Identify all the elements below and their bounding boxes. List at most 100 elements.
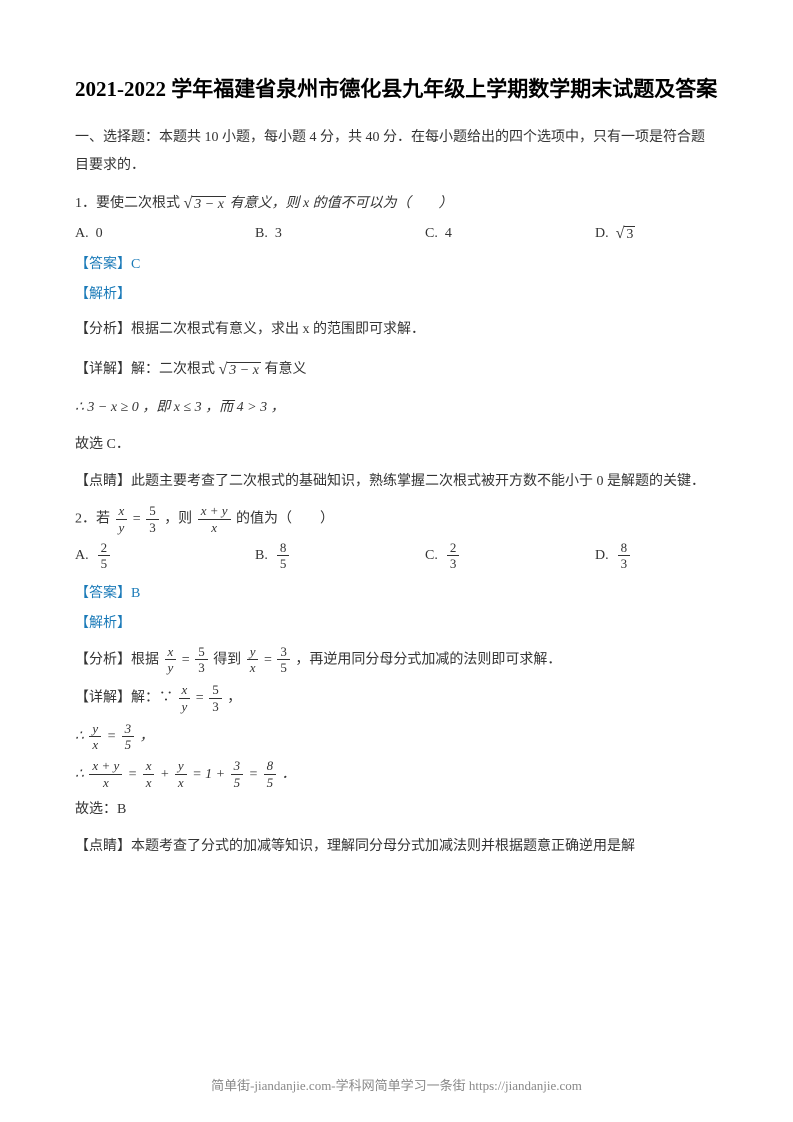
frac-num: 5	[209, 682, 222, 699]
frac-num: x	[165, 644, 177, 661]
frac-num: 8	[277, 540, 290, 557]
frac-den: x	[89, 737, 101, 753]
opt-label: D.	[595, 226, 609, 242]
frac-num: y	[89, 721, 101, 738]
frac-den: 3	[146, 520, 159, 536]
fraction: 3 5	[277, 644, 290, 676]
frac-den: 5	[264, 775, 277, 791]
frac-num: 3	[231, 758, 244, 775]
sqrt-expr: √3 − x	[219, 352, 261, 387]
a-suffix: ，再逆用同分母分式加减的法则即可求解．	[295, 652, 561, 667]
frac-num: 5	[195, 644, 208, 661]
answer-label: 【答案】	[75, 257, 131, 272]
s2-suffix: ．	[282, 767, 296, 782]
q1-option-b: B. 3	[255, 225, 425, 243]
q1-answer: 【答案】C	[75, 253, 718, 273]
frac-den: x	[175, 775, 187, 791]
q2-prefix: 2．若	[75, 512, 114, 527]
eq: =	[182, 652, 193, 667]
q1-comment: 【点睛】此题主要考查了二次根式的基础知识，熟练掌握二次根式被开方数不能小于 0 …	[75, 467, 718, 498]
sqrt-symbol: √	[219, 361, 228, 378]
question-2-stem: 2．若 x y = 5 3 ，则 x + y x 的值为（ ）	[75, 503, 718, 535]
question-1-stem: 1．要使二次根式 √3 − x 有意义，则 x 的值不可以为（ ）	[75, 186, 718, 221]
eq: =	[107, 729, 120, 744]
opt-label: C.	[425, 226, 438, 242]
fraction: y x	[175, 758, 187, 790]
plus: +	[160, 767, 173, 782]
frac-den: 5	[231, 775, 244, 791]
q2-conclusion: 故选：B	[75, 795, 718, 826]
d-prefix: 【详解】解：∵	[75, 690, 177, 705]
frac-den: 3	[195, 660, 208, 676]
opt-value: 3	[275, 226, 282, 242]
opt-label: B.	[255, 548, 268, 564]
frac-den: 3	[209, 699, 222, 715]
eq: =	[249, 767, 262, 782]
q1-prefix: 1．要使二次根式	[75, 196, 180, 211]
fraction: 8 5	[277, 540, 290, 572]
sqrt-inner: 3 − x	[227, 362, 261, 378]
frac-num: y	[175, 758, 187, 775]
q1-options: A. 0 B. 3 C. 4 D. √3	[75, 225, 718, 243]
fraction: y x	[89, 721, 101, 753]
q2-option-b: B. 8 5	[255, 540, 425, 572]
q2-option-a: A. 2 5	[75, 540, 255, 572]
mid: 得到	[213, 652, 245, 667]
fraction: 8 3	[618, 540, 631, 572]
frac-num: 2	[98, 540, 111, 557]
frac-den: 3	[447, 556, 460, 572]
q1-suffix: 有意义，则 x 的值不可以为（ ）	[229, 196, 452, 211]
q1-detail: 【详解】解：二次根式 √3 − x 有意义	[75, 352, 718, 387]
page-title: 2021-2022 学年福建省泉州市德化县九年级上学期数学期末试题及答案	[75, 70, 718, 110]
eq: = 1 +	[192, 767, 228, 782]
opt-label: C.	[425, 548, 438, 564]
frac-num: 5	[146, 503, 159, 520]
sqrt-expr: √3 − x	[184, 186, 226, 221]
opt-label: A.	[75, 548, 89, 564]
frac-den: x	[143, 775, 155, 791]
fraction: 5 3	[195, 644, 208, 676]
fraction: x + y x	[89, 758, 122, 790]
opt-label: A.	[75, 226, 89, 242]
frac-num: 2	[447, 540, 460, 557]
fraction: 8 5	[264, 758, 277, 790]
a-prefix: 【分析】根据	[75, 652, 163, 667]
frac-den: x	[247, 660, 259, 676]
detail-prefix: 【详解】解：二次根式	[75, 362, 219, 377]
fraction: x + y x	[198, 503, 231, 535]
fraction: x y	[116, 503, 128, 535]
frac-num: x	[179, 682, 191, 699]
frac-num: x + y	[89, 758, 122, 775]
page-footer: 简单街-jiandanjie.com-学科网简单学习一条街 https://ji…	[0, 1075, 793, 1094]
fraction: y x	[247, 644, 259, 676]
fraction: 3 5	[231, 758, 244, 790]
sqrt-symbol: √	[184, 195, 193, 212]
q2-options: A. 2 5 B. 8 5 C. 2 3 D. 8 3	[75, 540, 718, 572]
frac-den: x	[198, 520, 231, 536]
q1-option-a: A. 0	[75, 225, 255, 243]
answer-value: C	[131, 257, 140, 272]
q1-step: ∴ 3 − x ≥ 0 ，即 x ≤ 3 ，而 4 > 3 ，	[75, 393, 718, 424]
answer-label: 【答案】	[75, 586, 131, 601]
q1-option-d: D. √3	[595, 225, 715, 243]
q1-conclusion: 故选 C．	[75, 430, 718, 461]
q2-option-c: C. 2 3	[425, 540, 595, 572]
section-header: 一、选择题：本题共 10 小题，每小题 4 分，共 40 分．在每小题给出的四个…	[75, 124, 718, 180]
fraction: x x	[143, 758, 155, 790]
fraction: x y	[165, 644, 177, 676]
frac-den: y	[179, 699, 191, 715]
q1-option-c: C. 4	[425, 225, 595, 243]
frac-den: 5	[122, 737, 135, 753]
detail-suffix: 有意义	[264, 362, 306, 377]
frac-den: x	[89, 775, 122, 791]
opt-label: B.	[255, 226, 268, 242]
q1-parse-label: 【解析】	[75, 283, 718, 303]
answer-value: B	[131, 586, 140, 601]
s1-suffix: ，	[140, 729, 154, 744]
s1-prefix: ∴	[75, 729, 87, 744]
q1-analysis: 【分析】根据二次根式有意义，求出 x 的范围即可求解．	[75, 315, 718, 346]
frac-den: 5	[277, 660, 290, 676]
frac-den: 5	[98, 556, 111, 572]
fraction: 2 3	[447, 540, 460, 572]
q2-step2: ∴ x + y x = x x + y x = 1 + 3 5 = 8 5 ．	[75, 758, 718, 792]
